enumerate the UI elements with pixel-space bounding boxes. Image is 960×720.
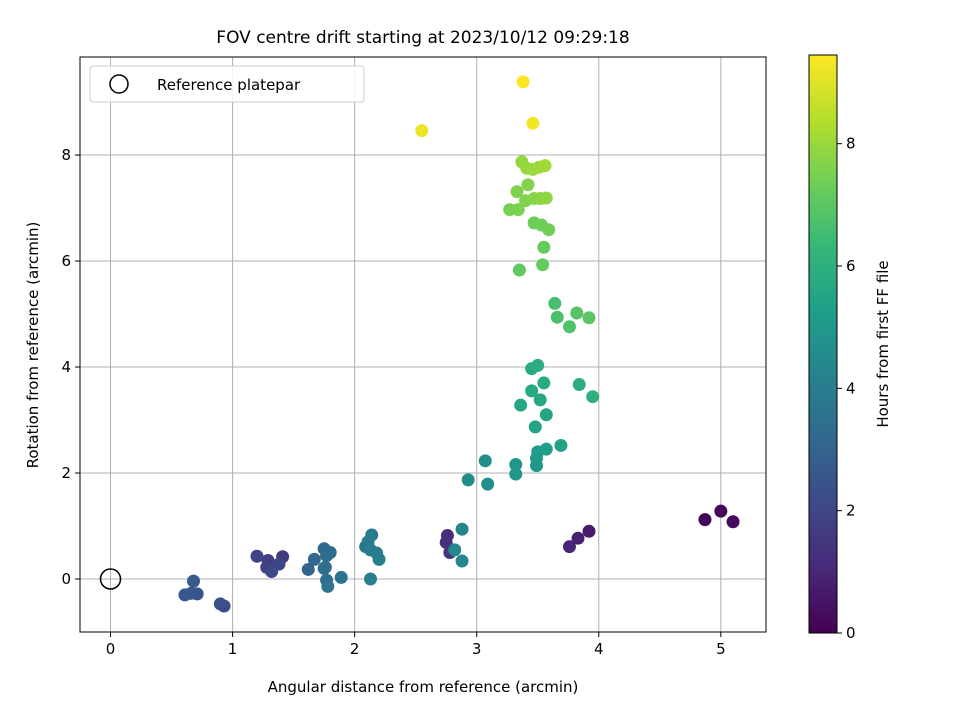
data-point — [509, 467, 523, 481]
y-tick-label: 4 — [61, 358, 71, 376]
data-point — [455, 522, 469, 536]
data-point — [562, 320, 576, 334]
x-tick-label: 2 — [350, 640, 360, 658]
data-point — [539, 191, 553, 205]
plot-area-frame — [79, 56, 767, 633]
data-point — [571, 531, 585, 545]
x-axis-ticks: 0 1 2 3 4 5 — [106, 632, 726, 658]
data-point — [250, 549, 264, 563]
data-point — [582, 524, 596, 538]
grid-layer — [80, 57, 766, 632]
reference-layer — [99, 568, 122, 590]
data-point — [536, 258, 550, 272]
x-tick-label: 3 — [472, 640, 482, 658]
data-point — [511, 203, 525, 217]
data-point — [570, 306, 584, 320]
legend-box — [89, 65, 365, 103]
data-point — [533, 393, 547, 407]
data-point — [726, 515, 740, 529]
legend-label-reference: Reference platepar — [157, 76, 301, 94]
data-point — [550, 310, 564, 324]
data-point — [510, 185, 524, 199]
data-point — [478, 454, 492, 468]
x-tick-label: 1 — [228, 640, 238, 658]
data-point — [539, 408, 553, 422]
data-point — [542, 223, 556, 237]
data-point — [525, 384, 539, 398]
data-point — [582, 311, 596, 325]
colorbar-label: Hours from first FF file — [874, 260, 892, 427]
data-point — [698, 513, 712, 527]
data-point — [461, 473, 475, 487]
colorbar: 0 2 4 6 8 Hours from first FF file — [808, 54, 892, 642]
data-point — [562, 540, 576, 554]
data-point — [334, 570, 348, 584]
colorbar-tick-label: 4 — [846, 379, 856, 397]
data-point — [526, 116, 540, 130]
colorbar-tick-label: 0 — [846, 624, 856, 642]
data-point — [548, 296, 562, 310]
data-point — [512, 263, 526, 277]
data-point — [481, 477, 495, 491]
data-point — [317, 561, 331, 575]
colorbar-ticks: 0 2 4 6 8 — [837, 135, 856, 642]
data-point — [521, 178, 535, 192]
y-axis-label: Rotation from reference (arcmin) — [24, 222, 42, 469]
data-point — [537, 376, 551, 390]
data-point — [321, 579, 335, 593]
colorbar-tick-label: 8 — [846, 135, 856, 153]
data-point — [265, 565, 279, 579]
legend: Reference platepar — [89, 65, 365, 103]
data-point — [586, 390, 600, 404]
colorbar-tick-label: 6 — [846, 257, 856, 275]
data-point — [187, 574, 201, 588]
data-point — [372, 552, 386, 566]
x-tick-label: 0 — [106, 640, 116, 658]
legend-marker-reference — [109, 74, 129, 94]
data-point — [714, 504, 728, 518]
y-axis-ticks: 0 2 4 6 8 — [61, 146, 80, 588]
y-tick-label: 6 — [61, 252, 71, 270]
y-tick-label: 8 — [61, 146, 71, 164]
data-point — [554, 438, 568, 452]
data-point — [448, 543, 462, 557]
data-point — [538, 159, 552, 173]
data-point — [301, 562, 315, 576]
data-point — [439, 535, 453, 549]
x-tick-label: 5 — [716, 640, 726, 658]
data-point — [514, 398, 528, 412]
data-point — [516, 75, 530, 89]
data-point — [537, 240, 551, 254]
data-point — [178, 588, 192, 602]
chart-title: FOV centre drift starting at 2023/10/12 … — [216, 28, 629, 48]
data-point — [455, 554, 469, 568]
data-point — [364, 572, 378, 586]
x-tick-label: 4 — [594, 640, 604, 658]
data-point — [539, 442, 553, 456]
data-point — [415, 124, 429, 138]
data-point — [528, 420, 542, 434]
y-tick-label: 0 — [61, 570, 71, 588]
data-point — [572, 378, 586, 392]
data-point — [307, 552, 321, 566]
data-point — [320, 549, 334, 563]
y-tick-label: 2 — [61, 464, 71, 482]
data-point — [531, 358, 545, 372]
data-point — [509, 458, 523, 472]
data-points — [178, 75, 740, 613]
colorbar-tick-label: 2 — [846, 502, 856, 520]
reference-platepar-marker — [99, 568, 122, 590]
x-axis-label: Angular distance from reference (arcmin) — [268, 678, 579, 696]
colorbar-gradient — [808, 54, 838, 634]
data-point — [213, 597, 227, 611]
data-point — [365, 528, 379, 542]
